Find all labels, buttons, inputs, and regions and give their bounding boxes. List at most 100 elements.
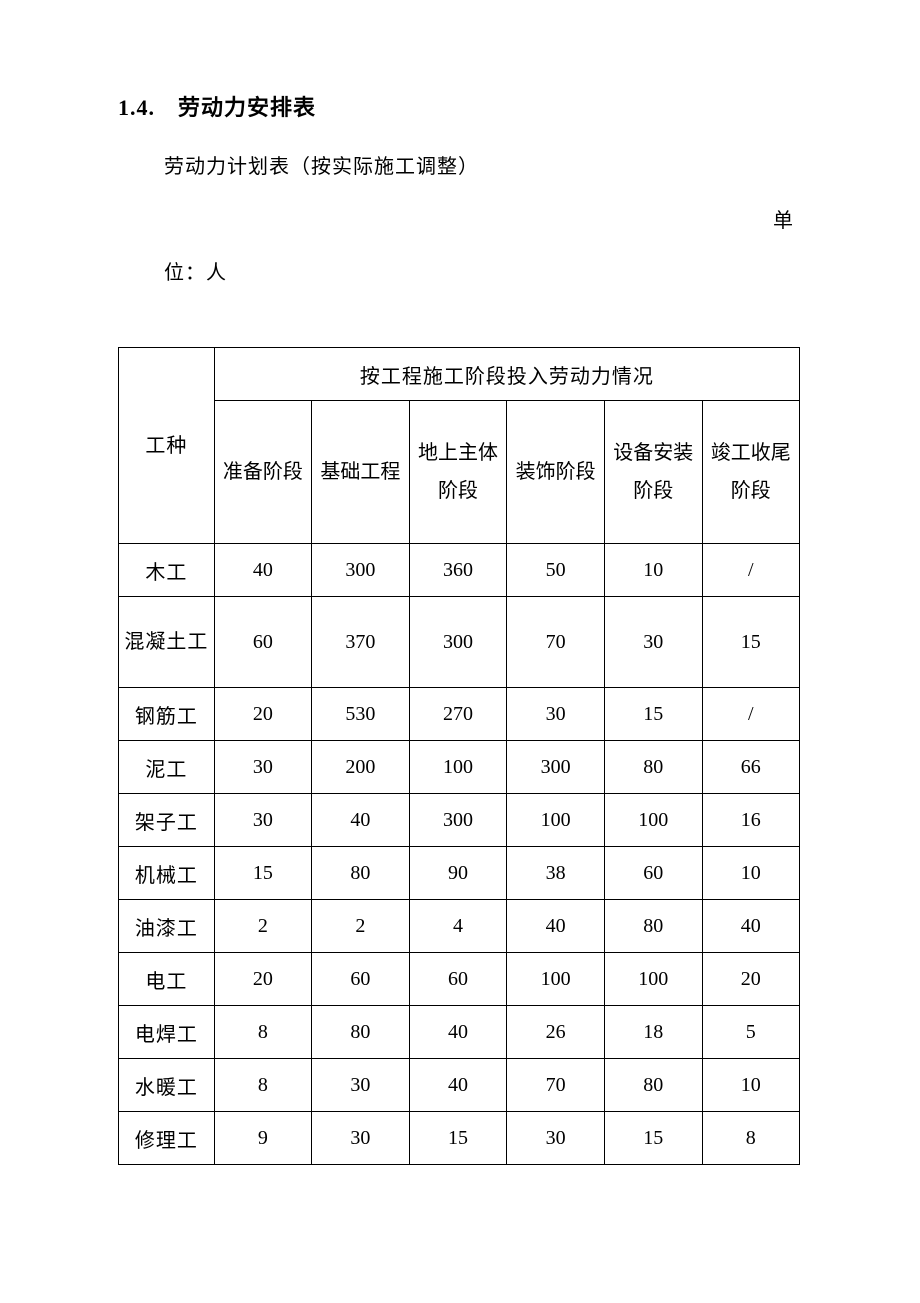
data-cell: 4 (409, 900, 507, 953)
data-cell: 30 (507, 1112, 605, 1165)
section-heading: 1.4. 劳动力安排表 (118, 90, 800, 122)
column-headers-row: 准备阶段基础工程地上主体阶段装饰阶段设备安装阶段竣工收尾阶段 (119, 401, 800, 544)
data-cell: 8 (214, 1059, 311, 1112)
data-cell: 30 (214, 741, 311, 794)
data-cell: 80 (312, 1006, 410, 1059)
data-cell: 80 (604, 1059, 702, 1112)
data-cell: 530 (312, 688, 410, 741)
table-row: 修理工9301530158 (119, 1112, 800, 1165)
data-cell: 30 (312, 1112, 410, 1165)
table-row: 机械工158090386010 (119, 847, 800, 900)
data-cell: 360 (409, 544, 507, 597)
data-cell: 2 (214, 900, 311, 953)
data-cell: 40 (409, 1059, 507, 1112)
data-cell: 18 (604, 1006, 702, 1059)
column-header: 基础工程 (312, 401, 410, 544)
data-cell: 30 (507, 688, 605, 741)
data-cell: 40 (214, 544, 311, 597)
data-cell: 15 (214, 847, 311, 900)
table-row: 油漆工224408040 (119, 900, 800, 953)
row-label-cell: 钢筋工 (119, 688, 215, 741)
data-cell: 40 (507, 900, 605, 953)
unit-label-first: 单 (773, 195, 794, 247)
table-row: 架子工304030010010016 (119, 794, 800, 847)
table-row: 钢筋工205302703015/ (119, 688, 800, 741)
data-cell: 38 (507, 847, 605, 900)
data-cell: 15 (604, 688, 702, 741)
data-cell: 10 (702, 1059, 799, 1112)
row-header-label: 工种 (119, 348, 215, 544)
data-cell: 300 (312, 544, 410, 597)
data-cell: 200 (312, 741, 410, 794)
row-label-cell: 架子工 (119, 794, 215, 847)
row-label-cell: 木工 (119, 544, 215, 597)
data-cell: 5 (702, 1006, 799, 1059)
data-cell: 15 (604, 1112, 702, 1165)
row-label-cell: 电焊工 (119, 1006, 215, 1059)
data-cell: 20 (214, 953, 311, 1006)
data-cell: 15 (702, 597, 799, 688)
data-cell: 66 (702, 741, 799, 794)
data-cell: 8 (214, 1006, 311, 1059)
data-cell: 300 (409, 794, 507, 847)
data-cell: 270 (409, 688, 507, 741)
data-cell: 26 (507, 1006, 605, 1059)
column-header: 准备阶段 (214, 401, 311, 544)
group-header: 按工程施工阶段投入劳动力情况 (214, 348, 799, 401)
table-row: 电工20606010010020 (119, 953, 800, 1006)
data-cell: / (702, 544, 799, 597)
row-label-cell: 机械工 (119, 847, 215, 900)
subtitle-text: 劳动力计划表（按实际施工调整） (164, 150, 800, 179)
data-cell: 2 (312, 900, 410, 953)
data-cell: 40 (312, 794, 410, 847)
labor-table: 工种 按工程施工阶段投入劳动力情况 准备阶段基础工程地上主体阶段装饰阶段设备安装… (118, 347, 800, 1165)
data-cell: 40 (702, 900, 799, 953)
row-label-cell: 混凝土工 (119, 597, 215, 688)
data-cell: 60 (604, 847, 702, 900)
data-cell: 10 (702, 847, 799, 900)
data-cell: 80 (604, 741, 702, 794)
data-cell: 30 (312, 1059, 410, 1112)
data-cell: 100 (507, 953, 605, 1006)
data-cell: 90 (409, 847, 507, 900)
column-header: 竣工收尾阶段 (702, 401, 799, 544)
data-cell: 80 (604, 900, 702, 953)
data-cell: 100 (604, 953, 702, 1006)
table-row: 电焊工8804026185 (119, 1006, 800, 1059)
data-cell: 20 (214, 688, 311, 741)
column-header: 设备安装阶段 (604, 401, 702, 544)
data-cell: 8 (702, 1112, 799, 1165)
data-cell: 30 (214, 794, 311, 847)
data-cell: 70 (507, 597, 605, 688)
table-body: 木工403003605010/混凝土工60370300703015钢筋工2053… (119, 544, 800, 1165)
data-cell: 15 (409, 1112, 507, 1165)
column-header: 地上主体阶段 (409, 401, 507, 544)
data-cell: 300 (507, 741, 605, 794)
data-cell: 80 (312, 847, 410, 900)
data-cell: 60 (409, 953, 507, 1006)
data-cell: 16 (702, 794, 799, 847)
row-label-cell: 水暖工 (119, 1059, 215, 1112)
column-header: 装饰阶段 (507, 401, 605, 544)
data-cell: 70 (507, 1059, 605, 1112)
data-cell: 100 (604, 794, 702, 847)
data-cell: 30 (604, 597, 702, 688)
data-cell: 40 (409, 1006, 507, 1059)
data-cell: 100 (507, 794, 605, 847)
data-cell: / (702, 688, 799, 741)
table-row: 水暖工83040708010 (119, 1059, 800, 1112)
data-cell: 50 (507, 544, 605, 597)
data-cell: 10 (604, 544, 702, 597)
row-label-cell: 电工 (119, 953, 215, 1006)
row-label-cell: 泥工 (119, 741, 215, 794)
row-label-cell: 修理工 (119, 1112, 215, 1165)
data-cell: 370 (312, 597, 410, 688)
data-cell: 9 (214, 1112, 311, 1165)
data-cell: 300 (409, 597, 507, 688)
table-row: 混凝土工60370300703015 (119, 597, 800, 688)
unit-label: 单 位：人 (118, 195, 800, 299)
data-cell: 60 (214, 597, 311, 688)
data-cell: 60 (312, 953, 410, 1006)
unit-label-rest: 位：人 (164, 262, 227, 284)
table-row: 泥工302001003008066 (119, 741, 800, 794)
